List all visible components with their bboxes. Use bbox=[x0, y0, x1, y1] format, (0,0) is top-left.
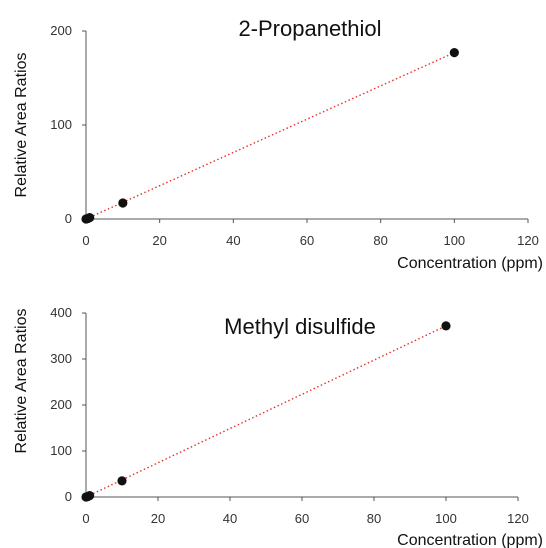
chart-0-y-axis-title: Relative Area Ratios bbox=[13, 53, 30, 198]
chart-1-title: Methyl disulfide bbox=[224, 314, 376, 339]
chart-1-data-point bbox=[441, 321, 451, 331]
chart-0-x-tick-label: 60 bbox=[300, 233, 314, 248]
chart-0-y-tick-label: 100 bbox=[50, 117, 72, 132]
chart-0-x-tick-label: 120 bbox=[517, 233, 539, 248]
chart-1-y-tick-label: 300 bbox=[50, 351, 72, 366]
chart-1-trendline bbox=[85, 325, 447, 498]
chart-1-y-tick-label: 100 bbox=[50, 443, 72, 458]
chart-1-x-tick-label: 120 bbox=[507, 511, 529, 526]
chart-2-propanethiol: 0 100 200 0 20 40 60 80 100 120 2-Propanethiol Conc… bbox=[13, 16, 543, 272]
chart-1-y-tick-label: 200 bbox=[50, 397, 72, 412]
chart-0-data-point bbox=[118, 198, 128, 208]
chart-0-y-tick-label: 0 bbox=[65, 211, 72, 226]
chart-0-y-tick-label: 200 bbox=[50, 23, 72, 38]
chart-0-x-axis-title: Concentration (ppm) bbox=[397, 255, 543, 272]
chart-0-x-tick-label: 20 bbox=[152, 233, 166, 248]
chart-1-x-tick-label: 0 bbox=[82, 511, 89, 526]
chart-1-data-point bbox=[85, 491, 95, 501]
chart-0-x-tick-label: 40 bbox=[226, 233, 240, 248]
chart-1-x-tick-label: 20 bbox=[151, 511, 165, 526]
chart-1-y-axis-title: Relative Area Ratios bbox=[13, 309, 30, 454]
chart-1-x-axis-title: Concentration (ppm) bbox=[397, 532, 543, 548]
chart-1-x-tick-label: 100 bbox=[435, 511, 457, 526]
chart-1-x-tick-label: 60 bbox=[295, 511, 309, 526]
chart-0-data-point bbox=[85, 212, 95, 223]
chart-0-x-tick-label: 80 bbox=[373, 233, 387, 248]
chart-0-title: 2-Propanethiol bbox=[238, 16, 381, 41]
chart-methyl-disulfide: 0 100 200 300 400 0 20 40 60 80 100 120 Methyl disul… bbox=[13, 305, 543, 548]
chart-0-x-tick-label: 100 bbox=[443, 233, 465, 248]
chart-0-trendline bbox=[85, 51, 455, 220]
chart-1-data-point bbox=[117, 476, 127, 486]
chart-1-y-tick-label: 0 bbox=[65, 489, 72, 504]
chart-1-x-tick-label: 80 bbox=[367, 511, 381, 526]
chart-1-x-tick-label: 40 bbox=[223, 511, 237, 526]
chart-0-x-tick-label: 0 bbox=[82, 233, 89, 248]
chart-0-data-point bbox=[449, 48, 459, 58]
chart-1-y-tick-label: 400 bbox=[50, 305, 72, 320]
